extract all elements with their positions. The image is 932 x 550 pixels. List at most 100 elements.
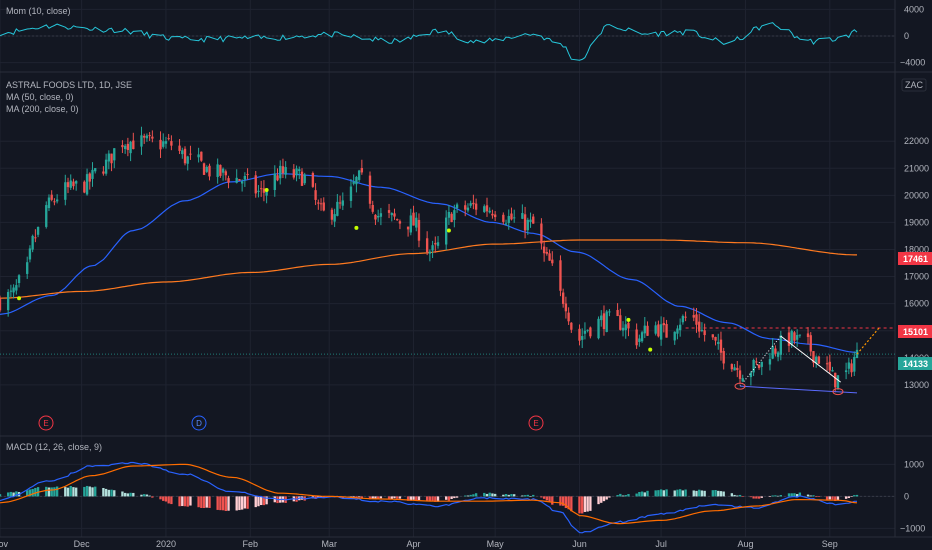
candle[interactable] [300,168,304,187]
candle[interactable] [692,307,695,322]
candle[interactable] [75,180,78,191]
candle[interactable] [665,319,668,338]
candle[interactable] [221,167,225,181]
candle[interactable] [31,234,34,253]
momentum-legend[interactable]: Mom (10, close) [6,6,71,16]
candle[interactable] [104,153,108,176]
candle[interactable] [523,206,527,239]
candle[interactable] [542,240,546,262]
candle[interactable] [396,218,399,221]
candle[interactable] [450,212,453,223]
candle[interactable] [635,323,638,349]
candle[interactable] [714,336,717,346]
candle[interactable] [148,132,151,141]
pattern-line[interactable] [780,335,841,383]
candle[interactable] [795,329,799,347]
candle[interactable] [836,375,840,390]
candle[interactable] [755,357,758,366]
candle[interactable] [507,209,510,230]
candle[interactable] [36,226,40,238]
candle[interactable] [26,256,29,279]
candle[interactable] [227,175,230,189]
candle[interactable] [167,133,170,141]
candle[interactable] [341,192,344,211]
macd-pane[interactable] [0,461,895,534]
candle[interactable] [828,354,831,374]
candle[interactable] [605,309,608,333]
candle[interactable] [202,162,206,175]
candle[interactable] [197,147,200,163]
candle[interactable] [540,218,543,250]
candle[interactable] [472,194,475,210]
candle[interactable] [55,194,59,204]
candle[interactable] [779,330,782,361]
candle[interactable] [162,133,165,149]
candle[interactable] [673,331,676,345]
candle[interactable] [483,204,486,213]
candle[interactable] [521,204,524,220]
candle[interactable] [752,358,755,377]
candle[interactable] [132,132,135,150]
candle[interactable] [741,374,744,382]
pattern-line[interactable] [739,385,858,394]
candle[interactable] [412,205,415,226]
candle[interactable] [140,126,143,155]
candle[interactable] [279,160,282,185]
candle[interactable] [825,356,829,371]
candle[interactable] [371,200,374,214]
candle[interactable] [113,148,116,169]
candle[interactable] [235,169,238,184]
candle[interactable] [273,165,276,197]
candle[interactable] [409,208,412,236]
candle[interactable] [376,209,380,222]
candle[interactable] [570,322,573,333]
candle[interactable] [110,153,113,172]
candle[interactable] [529,212,532,228]
candle[interactable] [436,236,440,249]
candle[interactable] [17,274,21,288]
candle[interactable] [143,133,146,144]
candle[interactable] [238,179,241,181]
candle[interactable] [428,249,432,262]
candle[interactable] [170,135,173,151]
candle[interactable] [453,204,456,228]
candle[interactable] [812,351,815,368]
candle[interactable] [415,212,418,232]
candle[interactable] [6,289,10,317]
candle[interactable] [317,199,320,210]
candle[interactable] [749,371,753,386]
candle[interactable] [164,136,168,149]
candle[interactable] [83,180,86,194]
candle[interactable] [608,309,611,317]
candle[interactable] [47,194,51,212]
candle[interactable] [368,171,372,209]
macd-legend[interactable]: MACD (12, 26, close, 9) [6,442,102,452]
candle[interactable] [760,361,763,376]
ma50-line[interactable] [0,173,857,353]
candle[interactable] [12,284,15,299]
candle[interactable] [254,170,257,198]
candle[interactable] [659,316,663,346]
symbol-legend[interactable]: ASTRAL FOODS LTD, 1D, JSE [6,80,132,90]
candle[interactable] [768,352,772,371]
candle[interactable] [757,364,761,370]
candle[interactable] [374,214,377,225]
candle[interactable] [393,208,396,220]
candle[interactable] [678,318,682,337]
candle[interactable] [474,198,478,216]
candle[interactable] [88,172,91,190]
candle[interactable] [336,194,339,217]
candle[interactable] [561,288,565,308]
candle[interactable] [91,162,94,187]
candle[interactable] [646,321,649,336]
candle[interactable] [200,151,203,162]
projection-line[interactable] [856,327,880,355]
candle[interactable] [64,174,67,206]
candle[interactable] [338,195,342,209]
candle[interactable] [586,329,589,333]
candle[interactable] [738,365,742,385]
momentum-line[interactable] [0,22,858,61]
candle[interactable] [69,174,72,190]
candle[interactable] [85,168,89,196]
